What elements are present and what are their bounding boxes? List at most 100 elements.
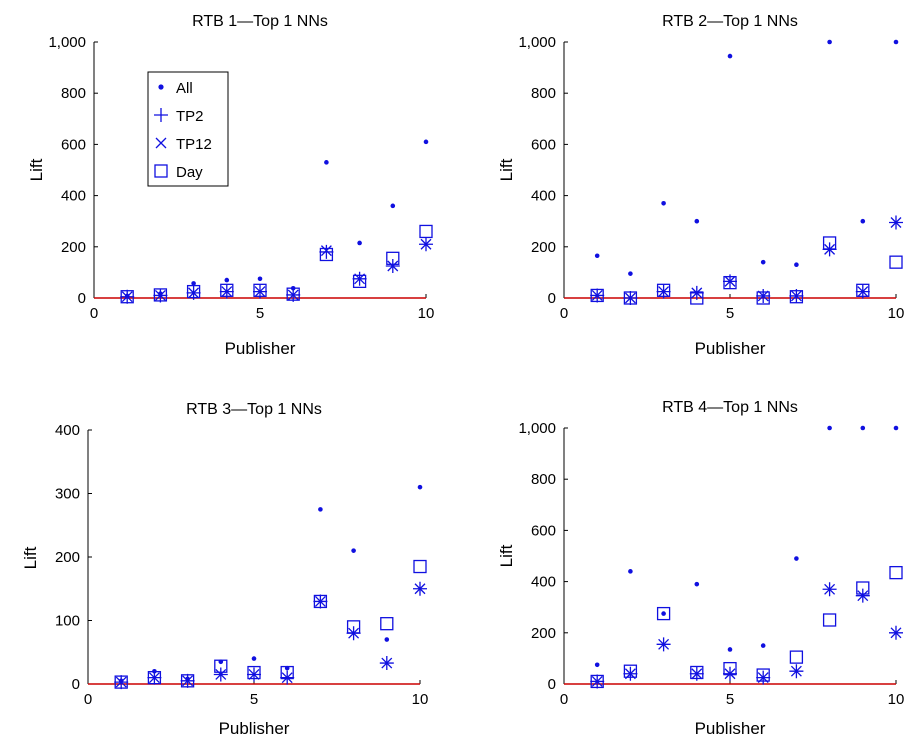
data-point-tp12 — [691, 287, 703, 299]
legend-plus-icon — [154, 108, 168, 122]
data-point-day — [153, 288, 168, 302]
data-point-tp12 — [591, 289, 603, 301]
data-point-day — [889, 565, 903, 580]
data-point-day — [756, 291, 770, 305]
data-point-tp12 — [281, 672, 293, 684]
data-point-tp12 — [857, 590, 869, 602]
data-point-day — [419, 224, 433, 239]
data-point-tp12 — [154, 289, 166, 301]
y-tick-label: 100 — [55, 613, 80, 630]
data-point-all — [191, 281, 196, 286]
x-tick-label: 0 — [84, 691, 92, 708]
data-point-day — [286, 287, 300, 301]
data-point-tp12 — [890, 627, 902, 639]
data-point-tp12 — [188, 287, 200, 299]
x-tick-label: 10 — [888, 691, 905, 708]
panel-rtb-2: RTB 2—Top 1 NNs Lift Publisher 0 200 400 60… — [497, 13, 904, 358]
data-point-all — [594, 662, 600, 668]
data-point-tp12 — [624, 292, 636, 304]
y-tick-label: 1,000 — [518, 420, 556, 437]
data-point-day — [656, 606, 671, 621]
panel-rtb-1: RTB 1—Top 1 NNs Lift Publisher 0 200 400 60… — [27, 13, 434, 358]
y-axis-label: Lift — [497, 544, 516, 567]
data-point-tp12 — [182, 675, 194, 687]
data-point-tp12 — [121, 291, 133, 303]
data-point-tp12 — [658, 286, 670, 298]
data-point-all — [694, 581, 700, 587]
data-point-all — [860, 425, 866, 431]
data-point-tp12 — [148, 672, 160, 684]
y-tick-label: 200 — [61, 239, 86, 256]
data-point-day — [313, 594, 328, 609]
data-point-day — [856, 283, 870, 297]
panel-title: RTB 4—Top 1 NNs — [662, 399, 798, 416]
panel-title: RTB 1—Top 1 NNs — [192, 13, 328, 30]
legend-square-icon — [154, 164, 168, 178]
data-point-day — [214, 659, 228, 673]
x-tick-label: 5 — [250, 691, 258, 708]
y-tick-label: 0 — [548, 676, 556, 693]
data-point-day — [789, 290, 804, 304]
data-point-day — [789, 650, 804, 664]
y-tick-label: 600 — [61, 136, 86, 153]
data-point-day — [180, 674, 195, 688]
data-point-all — [661, 611, 666, 616]
y-tick-label: 800 — [531, 471, 556, 488]
data-point-day — [590, 674, 604, 689]
data-point-tp12 — [420, 238, 432, 250]
data-point-all — [318, 507, 323, 512]
data-point-all — [594, 253, 600, 259]
x-axis-label: Publisher — [225, 339, 296, 358]
x-axis-label: Publisher — [219, 719, 290, 738]
x-tick-label: 0 — [90, 305, 98, 322]
data-point-all — [760, 259, 766, 265]
data-point-tp12 — [724, 275, 736, 287]
data-point-day — [114, 675, 128, 689]
data-point-all — [661, 200, 666, 206]
y-axis-label: Lift — [27, 158, 46, 181]
x-tick-label: 5 — [726, 305, 734, 322]
data-point-all — [794, 556, 799, 561]
legend-label: TP12 — [176, 136, 212, 153]
data-point-all — [827, 39, 832, 45]
x-tick-label: 5 — [256, 305, 264, 322]
data-point-all — [794, 262, 799, 268]
data-point-tp12 — [790, 665, 802, 677]
panel-rtb-3: RTB 3—Top 1 NNs Lift Publisher 010020030… — [21, 401, 428, 738]
y-tick-label: 400 — [531, 574, 556, 591]
data-point-tp12 — [215, 669, 227, 680]
data-point-all — [251, 656, 257, 661]
data-point-all — [827, 425, 832, 431]
y-tick-label: 0 — [78, 290, 86, 307]
data-point-tp12 — [857, 286, 869, 298]
data-point-tp2 — [319, 244, 334, 259]
y-tick-label: 600 — [531, 136, 556, 153]
legend-box — [147, 71, 229, 187]
data-point-day — [147, 670, 162, 685]
legend-item-tp2: TP2 — [154, 108, 204, 125]
y-tick-label: 0 — [72, 676, 80, 693]
x-axis-label: Publisher — [695, 719, 766, 738]
data-point-all — [357, 240, 362, 246]
y-axis-label: Lift — [21, 546, 40, 569]
data-point-all — [384, 637, 390, 642]
data-point-all — [893, 39, 899, 45]
data-point-day — [723, 661, 737, 676]
data-point-day — [280, 665, 294, 680]
legend-item-all: All — [158, 80, 193, 97]
data-point-all — [727, 53, 733, 59]
data-point-day — [247, 665, 261, 680]
y-tick-label: 800 — [531, 85, 556, 102]
y-tick-label: 0 — [548, 290, 556, 307]
x-tick-label: 0 — [560, 691, 568, 708]
data-point-day — [220, 283, 234, 297]
data-point-day — [386, 251, 400, 265]
legend-cross-icon — [155, 137, 167, 149]
data-point-tp12 — [591, 675, 603, 687]
data-point-day — [656, 283, 671, 297]
data-point-day — [723, 275, 737, 290]
data-point-all — [324, 160, 329, 165]
data-point-all — [860, 218, 866, 224]
data-point-day — [413, 559, 427, 574]
